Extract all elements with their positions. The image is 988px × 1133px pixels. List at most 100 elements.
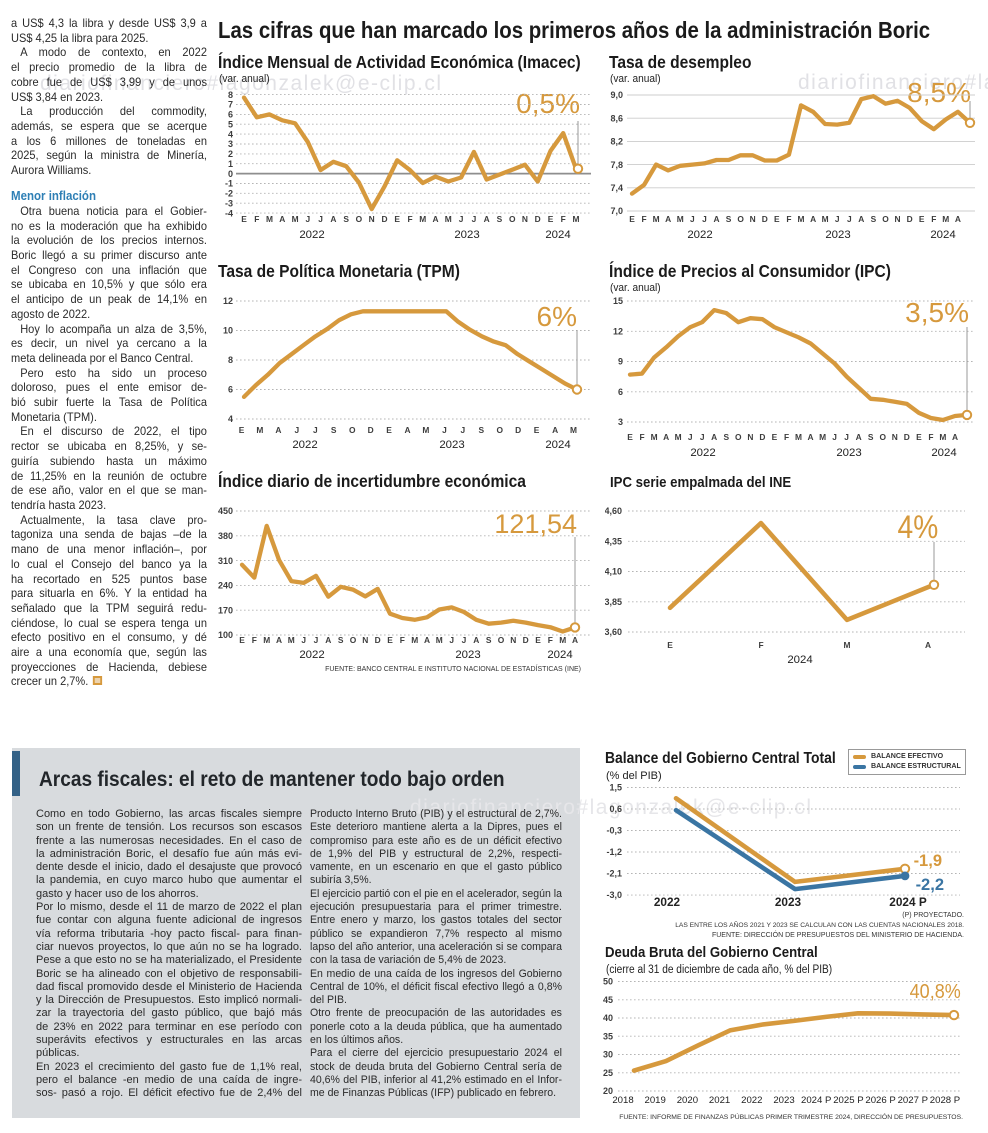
- svg-text:4,60: 4,60: [605, 506, 622, 516]
- svg-text:2024: 2024: [931, 447, 956, 459]
- svg-text:E: E: [629, 214, 635, 224]
- svg-text:2024: 2024: [545, 439, 570, 451]
- svg-text:4: 4: [228, 129, 233, 139]
- svg-text:A: A: [424, 635, 430, 645]
- svg-text:2022: 2022: [292, 439, 317, 451]
- svg-text:3,60: 3,60: [605, 627, 622, 637]
- svg-text:M: M: [819, 432, 826, 442]
- svg-text:D: D: [381, 214, 387, 224]
- svg-text:3: 3: [228, 139, 233, 149]
- svg-text:2025 P: 2025 P: [833, 1095, 863, 1106]
- svg-text:J: J: [449, 635, 454, 645]
- svg-text:J: J: [472, 214, 477, 224]
- svg-text:M: M: [266, 214, 273, 224]
- svg-text:50: 50: [603, 977, 613, 987]
- svg-text:-4: -4: [225, 208, 233, 218]
- svg-text:1: 1: [228, 159, 233, 169]
- svg-text:J: J: [690, 214, 695, 224]
- svg-text:FUENTE: DIRECCIÓN DE PRESUPUES: FUENTE: DIRECCIÓN DE PRESUPUESTOS DEL MI…: [712, 930, 964, 939]
- svg-text:F: F: [561, 214, 566, 224]
- svg-text:F: F: [252, 635, 257, 645]
- svg-text:M: M: [445, 214, 452, 224]
- svg-text:-3: -3: [225, 198, 233, 208]
- svg-text:2028 P: 2028 P: [930, 1095, 960, 1106]
- svg-text:LAS ENTRE LOS AÑOS 2021 Y 2023: LAS ENTRE LOS AÑOS 2021 Y 2023 SE CALCUL…: [675, 920, 964, 929]
- svg-text:J: J: [460, 425, 465, 435]
- svg-text:J: J: [305, 214, 310, 224]
- svg-text:D: D: [535, 214, 541, 224]
- svg-text:2019: 2019: [645, 1095, 666, 1106]
- svg-text:N: N: [362, 635, 368, 645]
- svg-text:M: M: [292, 214, 299, 224]
- svg-text:E: E: [241, 214, 247, 224]
- svg-text:M: M: [651, 432, 658, 442]
- svg-text:E: E: [394, 214, 400, 224]
- svg-text:2023: 2023: [825, 229, 850, 241]
- svg-text:8: 8: [228, 355, 233, 365]
- svg-text:2024 P: 2024 P: [889, 895, 927, 909]
- svg-text:M: M: [844, 640, 851, 650]
- svg-text:2020: 2020: [677, 1095, 698, 1106]
- svg-text:D: D: [515, 425, 521, 435]
- svg-text:30: 30: [603, 1050, 613, 1060]
- svg-text:J: J: [318, 214, 323, 224]
- svg-text:M: M: [653, 214, 660, 224]
- svg-text:J: J: [459, 214, 464, 224]
- svg-text:A: A: [663, 432, 669, 442]
- svg-text:A: A: [925, 640, 931, 650]
- svg-text:2027 P: 2027 P: [898, 1095, 928, 1106]
- svg-text:A: A: [711, 432, 717, 442]
- svg-text:A: A: [330, 214, 336, 224]
- svg-text:D: D: [368, 425, 374, 435]
- svg-text:240: 240: [218, 581, 233, 591]
- svg-text:M: M: [256, 425, 263, 435]
- svg-text:F: F: [784, 432, 789, 442]
- svg-text:0,6: 0,6: [609, 804, 622, 814]
- svg-text:O: O: [737, 214, 744, 224]
- svg-text:6: 6: [228, 385, 233, 395]
- svg-text:D: D: [907, 214, 913, 224]
- svg-text:E: E: [627, 432, 633, 442]
- svg-text:2018: 2018: [612, 1095, 633, 1106]
- svg-text:4: 4: [228, 414, 233, 424]
- svg-text:O: O: [735, 432, 742, 442]
- svg-text:A: A: [484, 214, 490, 224]
- svg-text:M: M: [573, 214, 580, 224]
- svg-text:A: A: [325, 635, 331, 645]
- svg-text:10: 10: [223, 326, 233, 336]
- svg-text:2023: 2023: [836, 447, 861, 459]
- svg-text:S: S: [338, 635, 344, 645]
- svg-text:N: N: [510, 635, 516, 645]
- svg-text:2: 2: [228, 149, 233, 159]
- svg-text:O: O: [496, 425, 503, 435]
- svg-text:A: A: [275, 425, 281, 435]
- svg-text:170: 170: [218, 605, 233, 615]
- svg-text:2024 P: 2024 P: [801, 1095, 831, 1106]
- svg-text:O: O: [498, 635, 505, 645]
- svg-text:2022: 2022: [654, 895, 681, 909]
- svg-text:F: F: [407, 214, 412, 224]
- svg-text:M: M: [939, 432, 946, 442]
- svg-text:M: M: [795, 432, 802, 442]
- svg-text:A: A: [473, 635, 479, 645]
- svg-text:20: 20: [603, 1086, 613, 1096]
- svg-text:E: E: [548, 214, 554, 224]
- svg-text:N: N: [369, 214, 375, 224]
- svg-text:M: M: [942, 214, 949, 224]
- svg-text:F: F: [931, 214, 936, 224]
- svg-text:F: F: [928, 432, 933, 442]
- svg-text:M: M: [675, 432, 682, 442]
- svg-text:J: J: [294, 425, 299, 435]
- svg-text:M: M: [436, 635, 443, 645]
- svg-text:E: E: [919, 214, 925, 224]
- svg-text:9,0: 9,0: [610, 90, 623, 100]
- svg-text:0: 0: [228, 169, 233, 179]
- svg-text:M: M: [263, 635, 270, 645]
- svg-text:A: A: [952, 432, 958, 442]
- svg-text:O: O: [349, 425, 356, 435]
- svg-text:J: J: [835, 214, 840, 224]
- svg-text:E: E: [386, 425, 392, 435]
- svg-text:S: S: [868, 432, 874, 442]
- svg-text:-1,2: -1,2: [606, 847, 622, 857]
- svg-text:9: 9: [618, 357, 623, 367]
